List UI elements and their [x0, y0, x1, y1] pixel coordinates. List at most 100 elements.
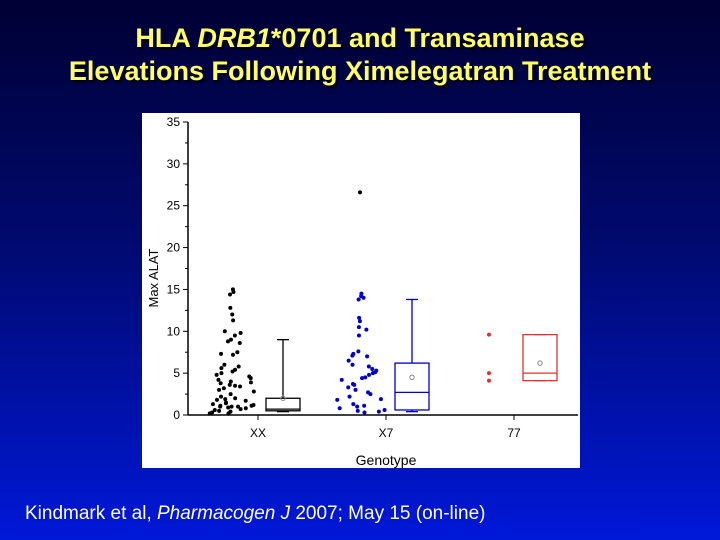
- data-point-77: [487, 378, 491, 383]
- data-point-XX: [226, 405, 231, 410]
- y-tick-label: 5: [173, 366, 180, 380]
- title-line-1: HLA DRB1*0701 and Transaminase: [0, 22, 720, 55]
- data-point-XX: [248, 376, 253, 381]
- data-point-XX: [210, 402, 215, 407]
- data-point-X7: [351, 402, 356, 407]
- citation-journal: Pharmacogen J: [157, 503, 291, 524]
- data-point-XX: [219, 351, 224, 356]
- citation: Kindmark et al, Pharmacogen J 2007; May …: [25, 503, 485, 525]
- data-point-X7: [350, 362, 355, 367]
- mean-marker-X7: [409, 374, 415, 381]
- data-point-X7: [361, 295, 366, 300]
- data-point-XX: [218, 404, 223, 409]
- y-tick-label: 25: [167, 199, 181, 213]
- data-point-X7: [362, 403, 367, 408]
- data-point-XX: [238, 384, 243, 389]
- data-point-X7: [365, 354, 370, 359]
- data-point-X7: [335, 397, 340, 402]
- data-point-XX: [230, 352, 235, 357]
- y-tick-label: 35: [167, 115, 181, 129]
- data-point-XX: [219, 366, 224, 371]
- data-point-X7: [350, 353, 355, 358]
- data-point-XX: [233, 383, 238, 388]
- title-gene: DRB1: [197, 23, 271, 53]
- data-point-XX: [233, 396, 238, 401]
- mean-marker-77: [537, 360, 543, 366]
- data-point-XX: [223, 397, 228, 402]
- data-point-XX: [219, 371, 224, 376]
- data-point-X7: [356, 333, 361, 338]
- y-tick-label: 30: [167, 157, 181, 171]
- data-point-XX: [232, 333, 237, 338]
- data-point-XX: [248, 380, 253, 385]
- data-point-XX: [228, 392, 233, 397]
- data-point-XX: [223, 401, 228, 406]
- data-point-X7: [337, 406, 342, 411]
- data-point-X7: [366, 364, 371, 369]
- mean-marker-XX: [280, 395, 286, 401]
- outlier-point-X7: [358, 190, 362, 195]
- data-point-XX: [214, 372, 219, 377]
- y-tick-label: 0: [173, 408, 180, 422]
- slide-title: HLA DRB1*0701 and Transaminase Elevation…: [0, 22, 720, 88]
- y-axis-label: Max ALAT: [146, 248, 161, 307]
- data-point-XX: [236, 404, 241, 409]
- data-point-XX: [221, 386, 226, 391]
- data-point-X7: [360, 376, 365, 381]
- data-point-XX: [236, 364, 241, 369]
- data-point-X7: [376, 409, 381, 414]
- box-X7: [394, 362, 430, 411]
- data-point-X7: [356, 297, 361, 302]
- data-point-XX: [243, 406, 248, 411]
- data-point-XX: [222, 362, 227, 367]
- data-point-XX: [235, 350, 240, 355]
- data-point-X7: [362, 410, 367, 415]
- data-point-XX: [228, 379, 233, 384]
- citation-authors: Kindmark et al,: [25, 503, 157, 524]
- data-point-X7: [370, 371, 375, 376]
- data-point-XX: [249, 403, 254, 408]
- data-point-X7: [364, 327, 369, 332]
- data-point-XX: [226, 411, 231, 416]
- y-tick-label: 10: [167, 324, 181, 338]
- box-XX: [265, 397, 301, 412]
- data-point-XX: [237, 341, 242, 346]
- data-point-XX: [228, 292, 233, 297]
- data-point-X7: [367, 372, 372, 377]
- data-point-XX: [217, 387, 222, 392]
- data-point-77: [487, 332, 491, 337]
- data-point-XX: [238, 407, 243, 412]
- data-point-X7: [356, 325, 361, 330]
- data-point-XX: [222, 329, 227, 334]
- data-point-XX: [243, 398, 248, 403]
- data-point-XX: [228, 305, 233, 310]
- x-axis-label: Genotype: [356, 452, 417, 468]
- chart-panel: Max ALAT Genotype 0 5 10 15 20 25 30 35 XX X7 77: [142, 113, 580, 468]
- data-point-XX: [218, 381, 223, 386]
- data-point-XX: [238, 330, 243, 335]
- data-point-XX: [229, 404, 234, 409]
- title-line-2: Elevations Following Ximelegatran Treatm…: [68, 56, 652, 86]
- data-point-XX: [216, 377, 221, 382]
- data-point-X7: [346, 358, 351, 363]
- data-point-XX: [207, 411, 212, 416]
- data-point-X7: [363, 375, 368, 380]
- data-point-X7: [370, 366, 375, 371]
- data-point-XX: [230, 312, 235, 317]
- citation-date: 2007; May 15 (on-line): [290, 503, 486, 524]
- data-point-XX: [231, 318, 236, 323]
- data-point-X7: [368, 392, 373, 397]
- x-tick-label-XX: XX: [250, 426, 266, 440]
- data-point-X7: [355, 404, 360, 409]
- data-point-X7: [352, 382, 357, 387]
- data-point-XX: [215, 397, 220, 402]
- box-scatter-chart: Max ALAT Genotype 0 5 10 15 20 25 30 35 XX X7 77: [146, 115, 578, 468]
- data-point-XX: [228, 337, 233, 342]
- y-tick-label: 15: [167, 282, 181, 296]
- title-suffix: *0701 and Transaminase: [270, 23, 585, 53]
- data-point-XX: [217, 408, 222, 413]
- data-point-X7: [357, 319, 362, 324]
- data-point-X7: [382, 407, 387, 412]
- data-point-X7: [353, 387, 358, 392]
- data-point-XX: [212, 407, 217, 412]
